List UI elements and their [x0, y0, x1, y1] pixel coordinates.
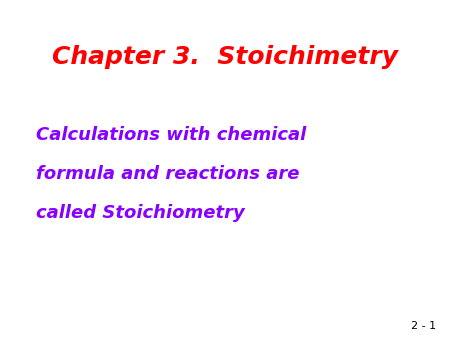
Text: 2 - 1: 2 - 1 [411, 321, 436, 331]
Text: Chapter 3.  Stoichimetry: Chapter 3. Stoichimetry [52, 45, 398, 70]
Text: Calculations with chemical: Calculations with chemical [36, 126, 306, 144]
Text: called Stoichiometry: called Stoichiometry [36, 204, 245, 222]
Text: formula and reactions are: formula and reactions are [36, 165, 300, 183]
